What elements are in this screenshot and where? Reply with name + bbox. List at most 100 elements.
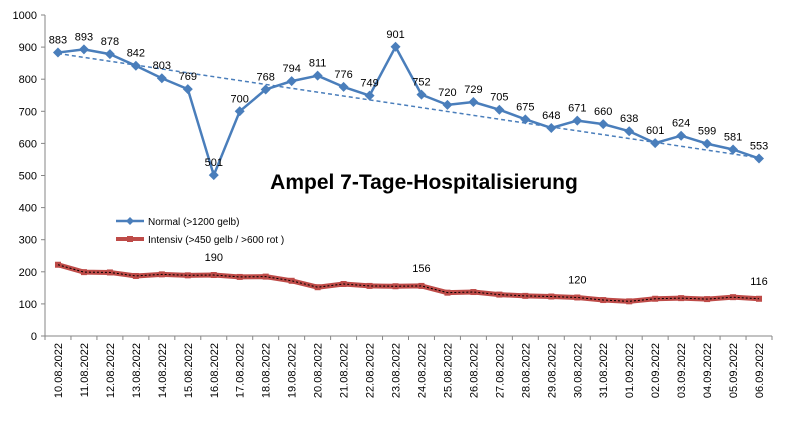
series-intensiv-point bbox=[574, 294, 581, 301]
series-normal-point bbox=[468, 96, 479, 107]
series-normal bbox=[52, 41, 765, 181]
series-normal-point bbox=[650, 138, 661, 149]
x-tick-label: 01.09.2022 bbox=[624, 343, 636, 398]
data-label-normal: 671 bbox=[568, 103, 586, 115]
x-tick-label: 20.08.2022 bbox=[313, 343, 325, 398]
data-label-normal: 700 bbox=[231, 93, 249, 105]
series-normal-point bbox=[728, 144, 739, 155]
series-normal-point bbox=[598, 119, 609, 130]
data-label-intensiv: 190 bbox=[205, 252, 223, 264]
data-label-intensiv: 116 bbox=[750, 276, 768, 288]
series-normal-point bbox=[78, 44, 89, 55]
data-labels: 883 893 878 842 803 769 501 700 768 794 811 776 749 9… bbox=[49, 29, 768, 288]
series-normal-point bbox=[754, 153, 765, 164]
data-label-normal: 901 bbox=[386, 29, 404, 41]
series-normal-point bbox=[390, 41, 401, 52]
data-label-normal: 768 bbox=[257, 71, 275, 83]
x-tick-label: 25.08.2022 bbox=[442, 343, 454, 398]
x-tick-label: 27.08.2022 bbox=[494, 343, 506, 398]
y-axis-ticks: 0 100 200 300 400 500 600 700 800 900 1000 bbox=[13, 10, 45, 343]
x-tick-label: 14.08.2022 bbox=[157, 343, 169, 398]
series-normal-point bbox=[442, 99, 453, 110]
data-label-normal: 581 bbox=[724, 131, 742, 143]
y-tick-label: 600 bbox=[19, 138, 37, 150]
y-tick-label: 700 bbox=[19, 106, 37, 118]
series-normal-point bbox=[104, 49, 115, 60]
x-tick-label: 24.08.2022 bbox=[416, 343, 428, 398]
x-tick-label: 10.08.2022 bbox=[53, 343, 65, 398]
series-normal-point bbox=[624, 126, 635, 137]
legend-intensiv-marker bbox=[127, 236, 133, 242]
x-tick-label: 11.08.2022 bbox=[79, 343, 91, 397]
series-intensiv-point bbox=[626, 298, 633, 305]
data-label-normal: 638 bbox=[620, 113, 638, 125]
series-normal-point bbox=[546, 122, 557, 133]
x-tick-label: 30.08.2022 bbox=[572, 343, 584, 398]
series-intensiv-point bbox=[236, 273, 243, 280]
data-label-normal: 705 bbox=[490, 92, 508, 104]
series-normal-point bbox=[338, 81, 349, 92]
series-normal-point bbox=[494, 104, 505, 115]
x-tick-label: 19.08.2022 bbox=[287, 343, 299, 398]
x-tick-label: 22.08.2022 bbox=[365, 343, 377, 398]
series-intensiv-point bbox=[184, 272, 191, 279]
x-axis-ticks: 10.08.2022 11.08.2022 12.08.2022 13.08.2022… bbox=[44, 336, 773, 398]
y-tick-label: 0 bbox=[31, 331, 37, 343]
series-normal-point bbox=[702, 138, 713, 149]
series-normal-point bbox=[52, 47, 63, 58]
series-intensiv-point bbox=[418, 282, 425, 289]
series-normal-point bbox=[572, 115, 583, 126]
data-label-normal: 675 bbox=[516, 101, 534, 113]
series-normal-point bbox=[416, 89, 427, 100]
data-label-normal: 842 bbox=[127, 48, 145, 60]
y-tick-label: 1000 bbox=[13, 10, 37, 22]
series-intensiv-point bbox=[132, 272, 139, 279]
data-label-intensiv: 156 bbox=[412, 263, 430, 275]
series-intensiv-point bbox=[80, 269, 87, 276]
y-tick-label: 800 bbox=[19, 74, 37, 86]
y-tick-label: 400 bbox=[19, 203, 37, 215]
data-label-normal: 601 bbox=[646, 125, 664, 137]
x-tick-label: 16.08.2022 bbox=[209, 343, 221, 398]
legend: Normal (>1200 gelb) Intensiv (>450 gelb /… bbox=[116, 217, 284, 246]
x-tick-label: 17.08.2022 bbox=[235, 343, 247, 398]
x-tick-label: 26.08.2022 bbox=[468, 343, 480, 398]
data-label-normal: 749 bbox=[360, 78, 378, 90]
y-tick-label: 100 bbox=[19, 299, 37, 311]
x-tick-label: 03.09.2022 bbox=[676, 343, 688, 398]
x-tick-label: 05.09.2022 bbox=[728, 343, 740, 398]
data-label-normal: 883 bbox=[49, 35, 67, 47]
x-tick-label: 15.08.2022 bbox=[183, 343, 195, 398]
x-tick-label: 13.08.2022 bbox=[131, 343, 143, 398]
series-intensiv bbox=[54, 261, 763, 305]
series-intensiv-point bbox=[314, 284, 321, 291]
x-tick-label: 04.09.2022 bbox=[702, 343, 714, 398]
series-normal-trendline bbox=[57, 52, 760, 159]
data-label-normal: 769 bbox=[179, 71, 197, 83]
series-normal-line bbox=[57, 45, 760, 177]
series-normal-point bbox=[364, 90, 375, 101]
x-tick-label: 23.08.2022 bbox=[391, 343, 403, 398]
series-intensiv-point bbox=[522, 292, 529, 299]
data-label-normal: 660 bbox=[594, 106, 612, 118]
data-label-normal: 729 bbox=[464, 84, 482, 96]
x-tick-label: 21.08.2022 bbox=[339, 343, 351, 398]
series-intensiv-point bbox=[288, 277, 295, 284]
x-tick-label: 28.08.2022 bbox=[520, 343, 532, 398]
series-normal-point bbox=[312, 70, 323, 81]
data-label-normal: 501 bbox=[205, 157, 223, 169]
series-normal-point bbox=[520, 114, 531, 125]
series-intensiv-trendline bbox=[57, 264, 760, 302]
data-label-normal: 720 bbox=[438, 87, 456, 99]
y-tick-label: 500 bbox=[19, 171, 37, 183]
x-tick-label: 18.08.2022 bbox=[261, 343, 273, 398]
data-label-normal: 599 bbox=[698, 126, 716, 138]
data-label-normal: 553 bbox=[750, 140, 768, 152]
x-tick-label: 02.09.2022 bbox=[650, 343, 662, 398]
x-tick-label: 29.08.2022 bbox=[546, 343, 558, 398]
data-label-intensiv: 120 bbox=[568, 274, 586, 286]
series-normal-point bbox=[286, 76, 297, 87]
series-normal-point bbox=[156, 73, 167, 84]
data-label-normal: 893 bbox=[75, 31, 93, 43]
